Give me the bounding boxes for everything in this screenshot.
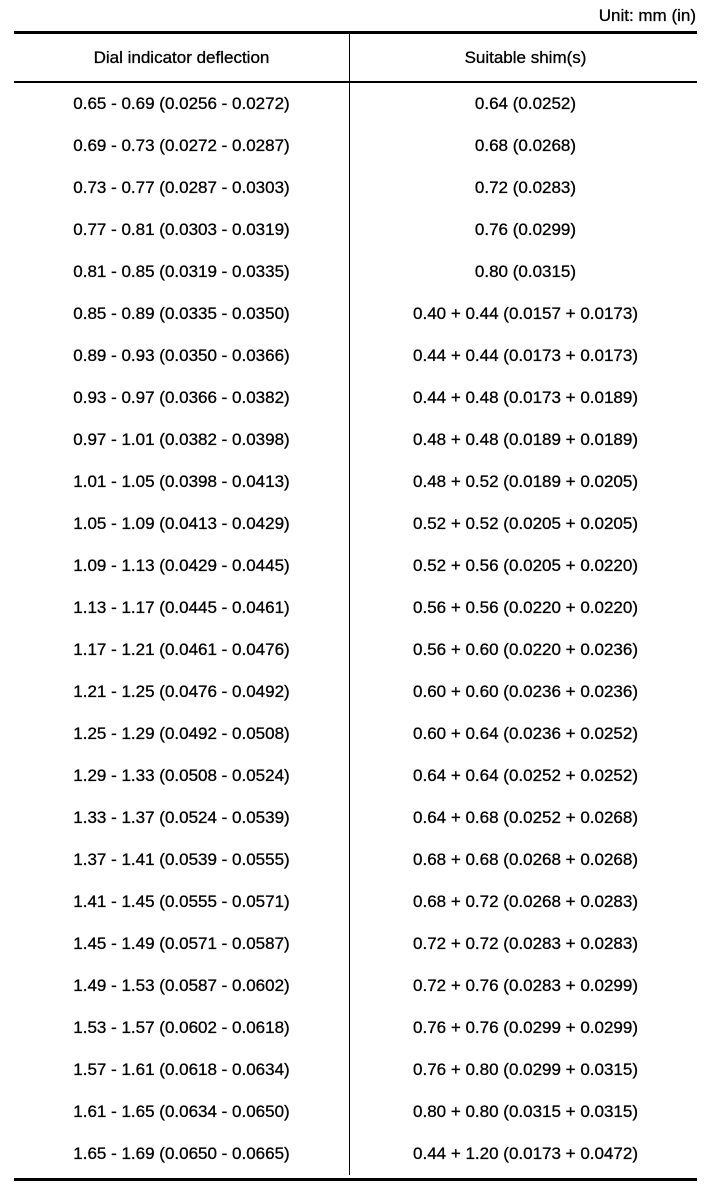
deflection-cell: 1.41 - 1.45 (0.0555 - 0.0571): [14, 881, 350, 923]
shim-cell: 0.68 (0.0268): [474, 136, 577, 155]
shim-cell: 0.76 (0.0299): [474, 220, 577, 239]
table-row: 1.21 - 1.25 (0.0476 - 0.0492) 0.60 + 0.60…: [14, 671, 697, 713]
table-header: Dial indicator deflection Suitable shim(…: [14, 34, 697, 83]
deflection-cell: 0.77 - 0.81 (0.0303 - 0.0319): [14, 209, 350, 251]
shim-cell: 0.72 + 0.72 (0.0283 + 0.0283): [413, 934, 638, 953]
shim-cell: 0.64 + 0.68 (0.0252 + 0.0268): [413, 808, 638, 827]
shim-cell: 0.52 + 0.56 (0.0205 + 0.0220): [413, 556, 638, 575]
deflection-cell: 1.01 - 1.05 (0.0398 - 0.0413): [14, 461, 350, 503]
table-row: 0.97 - 1.01 (0.0382 - 0.0398) 0.48 + 0.48…: [14, 419, 697, 461]
table-row: 1.41 - 1.45 (0.0555 - 0.0571) 0.68 + 0.72…: [14, 881, 697, 923]
table-row: 1.65 - 1.69 (0.0650 - 0.0665) 0.44 + 1.20…: [14, 1133, 697, 1175]
table-body: 0.65 - 0.69 (0.0256 - 0.0272) 0.64 (0.025…: [14, 83, 697, 1175]
table-row: 0.89 - 0.93 (0.0350 - 0.0366) 0.44 + 0.44…: [14, 335, 697, 377]
deflection-cell: 1.45 - 1.49 (0.0571 - 0.0587): [14, 923, 350, 965]
shim-cell: 0.44 + 0.48 (0.0173 + 0.0189): [413, 388, 638, 407]
shim-cell: 0.48 + 0.48 (0.0189 + 0.0189): [413, 430, 638, 449]
shim-cell: 0.56 + 0.56 (0.0220 + 0.0220): [413, 598, 638, 617]
unit-label: Unit: mm (in): [598, 6, 697, 25]
table-row: 1.05 - 1.09 (0.0413 - 0.0429) 0.52 + 0.52…: [14, 503, 697, 545]
table-row: 1.49 - 1.53 (0.0587 - 0.0602) 0.72 + 0.76…: [14, 965, 697, 1007]
deflection-cell: 1.57 - 1.61 (0.0618 - 0.0634): [14, 1049, 350, 1091]
deflection-cell: 0.65 - 0.69 (0.0256 - 0.0272): [14, 83, 350, 125]
shim-table: Dial indicator deflection Suitable shim(…: [14, 31, 697, 1181]
table-row: 0.69 - 0.73 (0.0272 - 0.0287) 0.68 (0.026…: [14, 125, 697, 167]
header-dial-indicator-deflection: Dial indicator deflection: [14, 34, 350, 81]
shim-cell: 0.60 + 0.60 (0.0236 + 0.0236): [413, 682, 638, 701]
shim-cell: 0.52 + 0.52 (0.0205 + 0.0205): [413, 514, 638, 533]
table-row: 0.73 - 0.77 (0.0287 - 0.0303) 0.72 (0.028…: [14, 167, 697, 209]
table-row: 1.01 - 1.05 (0.0398 - 0.0413) 0.48 + 0.52…: [14, 461, 697, 503]
deflection-cell: 0.93 - 0.97 (0.0366 - 0.0382): [14, 377, 350, 419]
shim-cell: 0.44 + 1.20 (0.0173 + 0.0472): [413, 1144, 638, 1163]
shim-cell: 0.76 + 0.76 (0.0299 + 0.0299): [413, 1018, 638, 1037]
shim-cell: 0.68 + 0.72 (0.0268 + 0.0283): [413, 892, 638, 911]
table-row: 1.33 - 1.37 (0.0524 - 0.0539) 0.64 + 0.68…: [14, 797, 697, 839]
table-row: 1.61 - 1.65 (0.0634 - 0.0650) 0.80 + 0.80…: [14, 1091, 697, 1133]
shim-cell: 0.64 + 0.64 (0.0252 + 0.0252): [413, 766, 638, 785]
shim-cell: 0.40 + 0.44 (0.0157 + 0.0173): [413, 304, 638, 323]
shim-cell: 0.72 (0.0283): [474, 178, 577, 197]
shim-cell: 0.80 + 0.80 (0.0315 + 0.0315): [413, 1102, 638, 1121]
table-top-rule: [14, 31, 697, 34]
deflection-cell: 1.61 - 1.65 (0.0634 - 0.0650): [14, 1091, 350, 1133]
deflection-cell: 1.29 - 1.33 (0.0508 - 0.0524): [14, 755, 350, 797]
shim-cell: 0.68 + 0.68 (0.0268 + 0.0268): [413, 850, 638, 869]
deflection-cell: 1.05 - 1.09 (0.0413 - 0.0429): [14, 503, 350, 545]
shim-cell: 0.48 + 0.52 (0.0189 + 0.0205): [413, 472, 638, 491]
shim-cell: 0.44 + 0.44 (0.0173 + 0.0173): [413, 346, 638, 365]
table-row: 1.09 - 1.13 (0.0429 - 0.0445) 0.52 + 0.56…: [14, 545, 697, 587]
header-suitable-shims: Suitable shim(s): [464, 47, 587, 67]
deflection-cell: 1.25 - 1.29 (0.0492 - 0.0508): [14, 713, 350, 755]
table-row: 0.65 - 0.69 (0.0256 - 0.0272) 0.64 (0.025…: [14, 83, 697, 125]
deflection-cell: 1.17 - 1.21 (0.0461 - 0.0476): [14, 629, 350, 671]
deflection-cell: 0.85 - 0.89 (0.0335 - 0.0350): [14, 293, 350, 335]
table-row: 0.77 - 0.81 (0.0303 - 0.0319) 0.76 (0.029…: [14, 209, 697, 251]
deflection-cell: 1.09 - 1.13 (0.0429 - 0.0445): [14, 545, 350, 587]
table-row: 1.57 - 1.61 (0.0618 - 0.0634) 0.76 + 0.80…: [14, 1049, 697, 1091]
deflection-cell: 0.69 - 0.73 (0.0272 - 0.0287): [14, 125, 350, 167]
deflection-cell: 1.37 - 1.41 (0.0539 - 0.0555): [14, 839, 350, 881]
shim-cell: 0.72 + 0.76 (0.0283 + 0.0299): [413, 976, 638, 995]
table-row: 0.81 - 0.85 (0.0319 - 0.0335) 0.80 (0.031…: [14, 251, 697, 293]
deflection-cell: 1.65 - 1.69 (0.0650 - 0.0665): [14, 1133, 350, 1175]
shim-cell: 0.80 (0.0315): [474, 262, 577, 281]
table-row: 0.85 - 0.89 (0.0335 - 0.0350) 0.40 + 0.44…: [14, 293, 697, 335]
table-row: 1.45 - 1.49 (0.0571 - 0.0587) 0.72 + 0.72…: [14, 923, 697, 965]
shim-cell: 0.56 + 0.60 (0.0220 + 0.0236): [413, 640, 638, 659]
deflection-cell: 1.13 - 1.17 (0.0445 - 0.0461): [14, 587, 350, 629]
table-row: 1.37 - 1.41 (0.0539 - 0.0555) 0.68 + 0.68…: [14, 839, 697, 881]
deflection-cell: 0.89 - 0.93 (0.0350 - 0.0366): [14, 335, 350, 377]
deflection-cell: 0.73 - 0.77 (0.0287 - 0.0303): [14, 167, 350, 209]
shim-cell: 0.76 + 0.80 (0.0299 + 0.0315): [413, 1060, 638, 1079]
table-row: 1.13 - 1.17 (0.0445 - 0.0461) 0.56 + 0.56…: [14, 587, 697, 629]
deflection-cell: 1.49 - 1.53 (0.0587 - 0.0602): [14, 965, 350, 1007]
shim-cell: 0.64 (0.0252): [474, 94, 577, 113]
table-row: 1.29 - 1.33 (0.0508 - 0.0524) 0.64 + 0.64…: [14, 755, 697, 797]
deflection-cell: 1.21 - 1.25 (0.0476 - 0.0492): [14, 671, 350, 713]
table-bottom-rule: [14, 1178, 697, 1181]
table-row: 0.93 - 0.97 (0.0366 - 0.0382) 0.44 + 0.48…: [14, 377, 697, 419]
table-row: 1.17 - 1.21 (0.0461 - 0.0476) 0.56 + 0.60…: [14, 629, 697, 671]
shim-cell: 0.60 + 0.64 (0.0236 + 0.0252): [413, 724, 638, 743]
table-row: 1.53 - 1.57 (0.0602 - 0.0618) 0.76 + 0.76…: [14, 1007, 697, 1049]
deflection-cell: 1.53 - 1.57 (0.0602 - 0.0618): [14, 1007, 350, 1049]
deflection-cell: 0.81 - 0.85 (0.0319 - 0.0335): [14, 251, 350, 293]
table-row: 1.25 - 1.29 (0.0492 - 0.0508) 0.60 + 0.64…: [14, 713, 697, 755]
deflection-cell: 1.33 - 1.37 (0.0524 - 0.0539): [14, 797, 350, 839]
deflection-cell: 0.97 - 1.01 (0.0382 - 0.0398): [14, 419, 350, 461]
